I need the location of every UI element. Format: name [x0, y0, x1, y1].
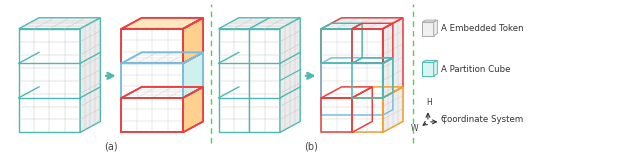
Polygon shape	[422, 62, 434, 76]
Polygon shape	[122, 18, 203, 29]
Polygon shape	[218, 29, 280, 132]
Polygon shape	[321, 29, 383, 132]
Polygon shape	[434, 60, 437, 76]
Polygon shape	[122, 87, 203, 98]
Text: Coordinate System: Coordinate System	[442, 115, 524, 124]
Polygon shape	[122, 63, 183, 98]
Polygon shape	[122, 98, 183, 132]
Polygon shape	[218, 18, 300, 29]
Polygon shape	[321, 18, 403, 29]
Text: H: H	[426, 98, 432, 107]
Text: (b): (b)	[304, 141, 317, 151]
Polygon shape	[122, 52, 203, 63]
Polygon shape	[80, 18, 100, 132]
Text: W: W	[410, 124, 418, 133]
Polygon shape	[422, 60, 437, 62]
Text: T: T	[442, 117, 447, 126]
Text: (a): (a)	[104, 141, 118, 151]
Polygon shape	[183, 52, 203, 98]
Polygon shape	[183, 87, 203, 132]
Polygon shape	[122, 18, 203, 29]
Text: A Embedded Token: A Embedded Token	[442, 24, 524, 33]
Polygon shape	[19, 18, 100, 29]
Polygon shape	[122, 29, 183, 63]
Polygon shape	[422, 20, 437, 22]
Polygon shape	[183, 18, 203, 63]
Polygon shape	[280, 18, 300, 132]
Polygon shape	[183, 18, 203, 63]
Polygon shape	[19, 29, 80, 132]
Polygon shape	[434, 20, 437, 36]
Polygon shape	[183, 52, 203, 98]
Polygon shape	[183, 87, 203, 132]
Polygon shape	[383, 18, 403, 132]
Text: A Partition Cube: A Partition Cube	[442, 65, 511, 74]
Polygon shape	[422, 22, 434, 36]
